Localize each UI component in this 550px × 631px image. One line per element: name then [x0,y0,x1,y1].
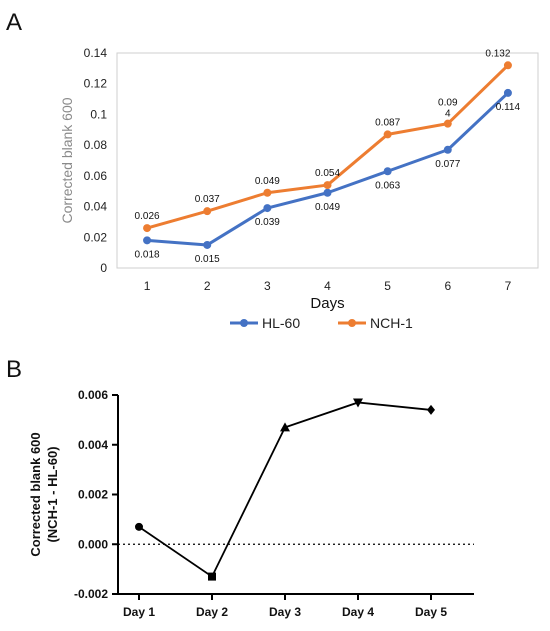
legend-label: NCH-1 [370,315,413,331]
data-label-hl-60: 0.063 [375,180,400,191]
y-tick-label: 0.12 [84,77,108,91]
data-point-hl-60 [143,236,152,245]
y-tick-label: 0.06 [84,169,108,183]
legend-swatch-marker [240,319,248,327]
chart-a: 0 0.02 0.04 0.06 0.08 0.1 0.12 0.14 1 2 3 4 5 6 7 Corre… [59,46,539,331]
data-point-diamond [427,404,435,415]
x-tick-label: 1 [144,279,151,293]
legend-label: HL-60 [262,315,300,331]
x-tick-label: 2 [204,279,211,293]
data-point-nch-1 [323,181,332,190]
y-tick-label: 0 [100,261,107,275]
data-point-nch-1 [503,61,512,70]
y-axis-label: Corrected blank 600 [59,97,75,223]
data-point-hl-60 [443,145,452,154]
data-label-hl-60: 0.049 [315,202,340,213]
data-point-hl-60 [503,88,512,97]
data-label-nch-1: 0.09 4 [438,98,458,120]
data-point-nch-1 [443,119,452,128]
data-point-square [208,572,216,581]
y-axis-label: Corrected blank 600 [28,432,43,556]
data-point-nch-1 [263,188,272,197]
data-label-nch-1: 0.132 [485,48,510,59]
x-tick-label: 4 [324,279,331,293]
y-tick-label: 0.08 [84,138,108,152]
y-tick-label: 0.02 [84,230,108,244]
data-point-triangle-down [353,398,363,408]
data-point-nch-1 [383,130,392,139]
chart-b: -0.002 0.000 0.002 0.004 0.006 Day 1 Day 2 Day … [28,388,474,619]
data-label-hl-60: 0.114 [496,102,521,113]
data-point-hl-60 [383,167,392,176]
y-tick-label: 0.000 [78,537,108,551]
data-point-triangle-up [280,422,290,432]
data-point-hl-60 [203,240,212,249]
data-label-hl-60: 0.018 [135,249,160,260]
x-tick-label: Day 3 [269,605,301,619]
x-tick-label: 6 [444,279,451,293]
data-label-nch-1: 0.026 [135,211,160,222]
x-tick-label: Day 4 [342,605,374,619]
x-tick-label: 7 [505,279,512,293]
x-tick-label: 3 [264,279,271,293]
y-tick-label: 0.002 [78,488,108,502]
data-label-nch-1: 0.054 [315,168,340,179]
data-point-hl-60 [323,188,332,197]
data-label-hl-60: 0.077 [435,159,460,170]
data-label-hl-60: 0.015 [195,254,220,265]
data-label-nch-1: 0.049 [255,176,280,187]
data-point-circle [135,522,143,531]
y-tick-label: 0.004 [78,438,108,452]
plot-frame-a [116,52,539,269]
data-label-nch-1: 0.037 [195,194,220,205]
x-tick-label: Day 5 [415,605,447,619]
y-tick-label: 0.14 [84,46,108,60]
data-point-nch-1 [143,224,152,233]
data-label-hl-60: 0.039 [255,217,280,228]
x-tick-label: Day 2 [196,605,228,619]
x-tick-label: Day 1 [123,605,155,619]
x-tick-label: 5 [384,279,391,293]
data-label-nch-1: 0.087 [375,117,400,128]
y-tick-label: 0.006 [78,388,108,402]
data-point-nch-1 [203,207,212,216]
y-tick-label: 0.1 [90,107,107,121]
panel-a-letter: A [6,9,22,36]
panel-b-letter: B [6,356,22,383]
y-tick-label: 0.04 [84,200,108,214]
legend-swatch-marker [348,319,356,327]
x-axis-label: Days [310,295,344,312]
y-axis-label-2: (NCH-1 - HL-60) [45,446,60,542]
y-tick-label: -0.002 [74,587,108,601]
data-point-hl-60 [263,204,272,213]
